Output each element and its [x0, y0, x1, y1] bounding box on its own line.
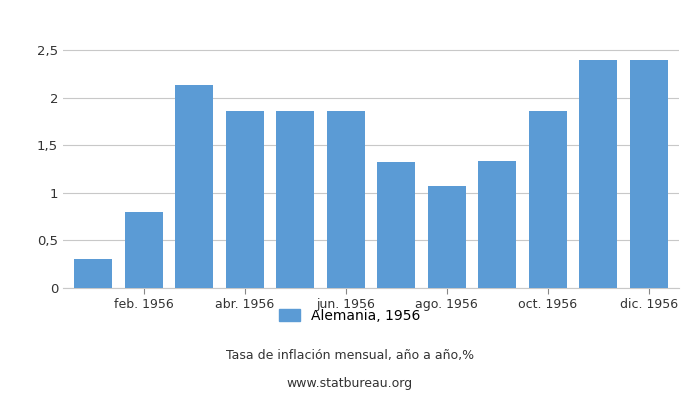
Bar [377, 162, 415, 288]
Bar [74, 260, 112, 288]
Bar [428, 186, 466, 288]
Bar [327, 111, 365, 288]
Text: www.statbureau.org: www.statbureau.org [287, 378, 413, 390]
Bar [175, 86, 214, 288]
Text: Tasa de inflación mensual, año a año,%: Tasa de inflación mensual, año a año,% [226, 350, 474, 362]
Bar [125, 212, 162, 288]
Bar [478, 160, 516, 288]
Bar [580, 60, 617, 288]
Bar [226, 111, 264, 288]
Legend: Alemania, 1956: Alemania, 1956 [274, 303, 426, 328]
Bar [276, 111, 314, 288]
Bar [528, 111, 567, 288]
Bar [630, 60, 668, 288]
